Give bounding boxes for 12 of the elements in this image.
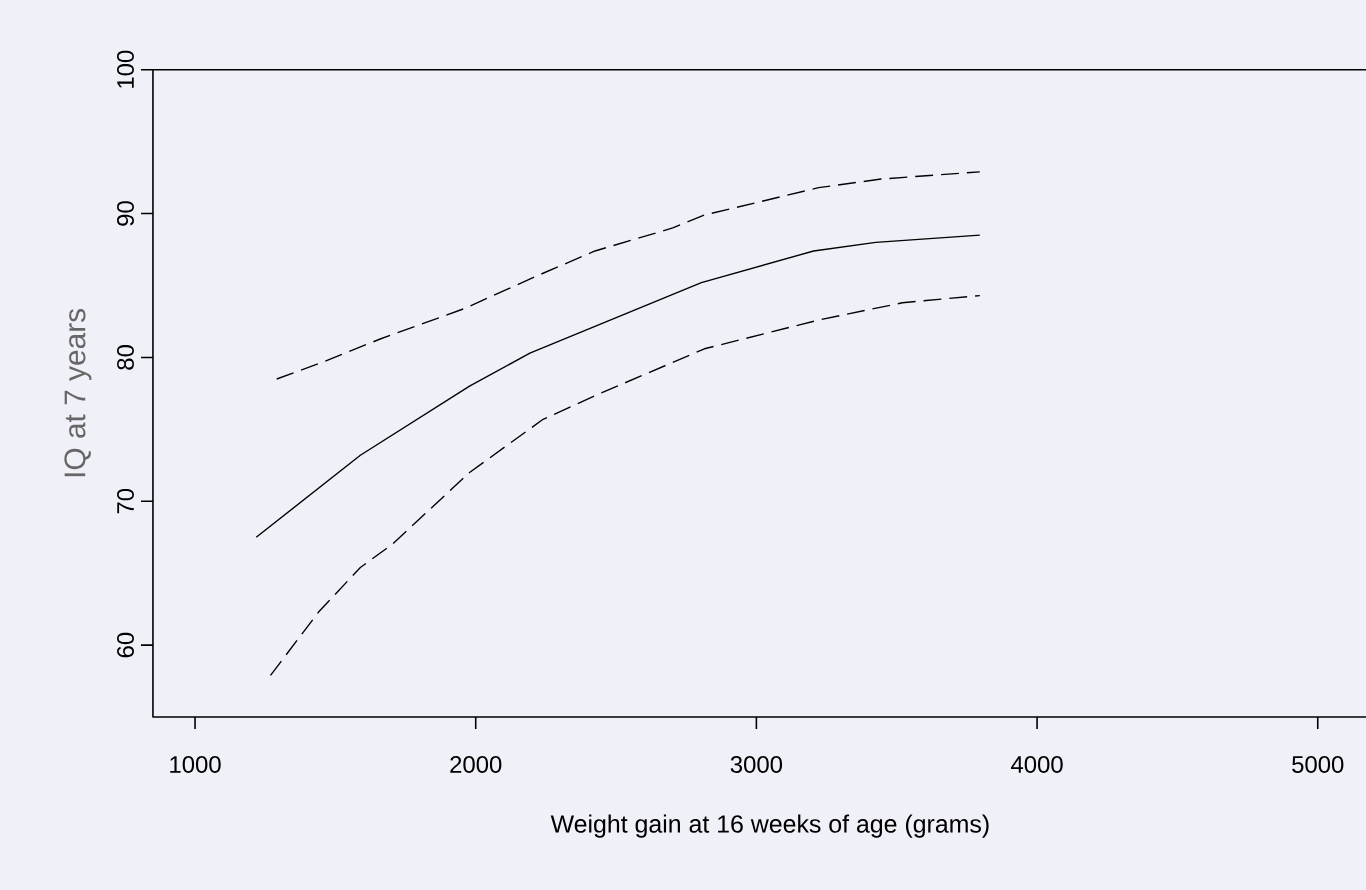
y-tick-label: 80 xyxy=(117,344,134,370)
y-tick-label: 60 xyxy=(117,632,134,658)
x-axis-title: Weight gain at 16 weeks of age (grams) xyxy=(550,814,989,838)
y-tick-label: 100 xyxy=(117,50,134,88)
x-tick-label: 5000 xyxy=(1292,755,1344,773)
x-tick-label: 2000 xyxy=(450,755,502,773)
y-axis-title: IQ at 7 years xyxy=(64,308,92,476)
x-tick-label: 1000 xyxy=(170,755,221,773)
y-tick-label: 90 xyxy=(117,201,134,226)
x-tick-label: 4000 xyxy=(1011,755,1063,773)
y-tick-label: 70 xyxy=(117,488,134,514)
x-tick-label: 3000 xyxy=(730,755,783,773)
